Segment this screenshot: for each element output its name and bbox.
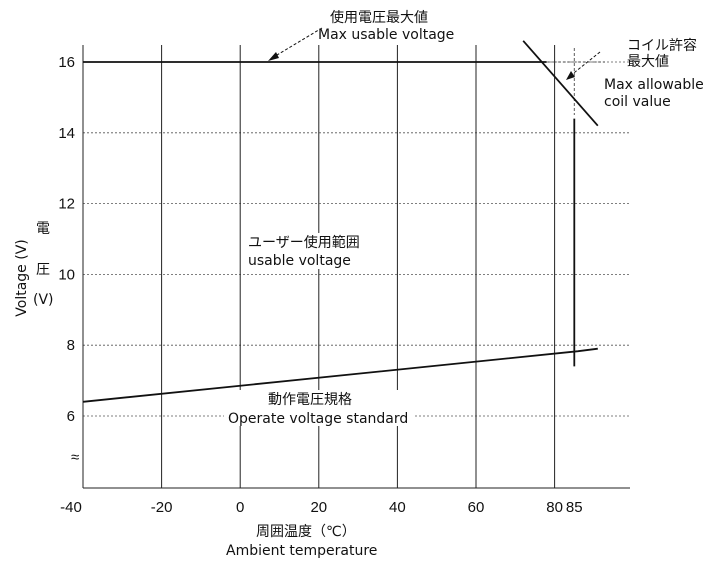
y-tick-label: 12 (58, 196, 75, 213)
x-tick-label: -20 (151, 499, 173, 516)
x-tick-label: 20 (310, 499, 327, 516)
annotation-max-coil-jp-1: コイル許容 (627, 37, 697, 54)
annotation-max-usable-en: Max usable voltage (318, 27, 454, 43)
annotation-operate-en: Operate voltage standard (228, 411, 408, 427)
x-tick-label: 0 (236, 499, 244, 516)
series-line-max-coil (522, 40, 599, 127)
annotation-operate-jp: 動作電圧規格 (268, 392, 352, 408)
y-axis-label-jp-1: 電 (36, 221, 50, 237)
y-axis-label: Voltage (V) (14, 239, 30, 316)
x-axis-label-jp: 周囲温度（℃） (256, 524, 356, 540)
x-tick-label: 85 (566, 499, 583, 516)
operate-label-bg (224, 390, 414, 426)
annotation-usable-range-en: usable voltage (248, 253, 351, 269)
annotation-max-coil-jp-2: 最大値 (627, 54, 669, 70)
x-tick-label: 60 (468, 499, 485, 516)
x-tick-label: 40 (389, 499, 406, 516)
annotation-leader-max-usable (271, 27, 323, 59)
x-axis-label: Ambient temperature (226, 543, 377, 559)
y-tick-label: 6 (67, 408, 75, 425)
annotation-leader-max-coil (569, 51, 601, 77)
annotation-max-usable-jp: 使用電圧最大値 (330, 9, 428, 26)
y-axis-label-jp-2: 圧 (36, 262, 50, 278)
axis-break-symbol: ≈ (71, 449, 79, 466)
annotation-max-coil-en-2: coil value (604, 94, 671, 110)
usable-range-label-bg (244, 233, 382, 269)
x-tick-label: 80 (546, 499, 563, 516)
series-layer (82, 40, 599, 403)
y-tick-label: 16 (58, 54, 75, 71)
y-axis-label-jp-3: (V) (33, 292, 54, 308)
series-line-operate (82, 347, 598, 403)
arrowhead-max-usable (268, 52, 279, 61)
grid-layer: 6 8 10 12 14 16 -40 -20 0 20 40 60 80 85 (58, 45, 630, 516)
arrowhead-max-coil (566, 71, 575, 80)
x-tick-label: -40 (60, 499, 82, 516)
annotation-usable-range-jp: ユーザー使用範囲 (248, 234, 360, 251)
y-tick-label: 14 (58, 125, 75, 142)
annotation-max-coil-en-1: Max allowable (604, 77, 704, 93)
y-tick-label: 8 (67, 337, 75, 354)
y-tick-label: 10 (58, 266, 75, 283)
